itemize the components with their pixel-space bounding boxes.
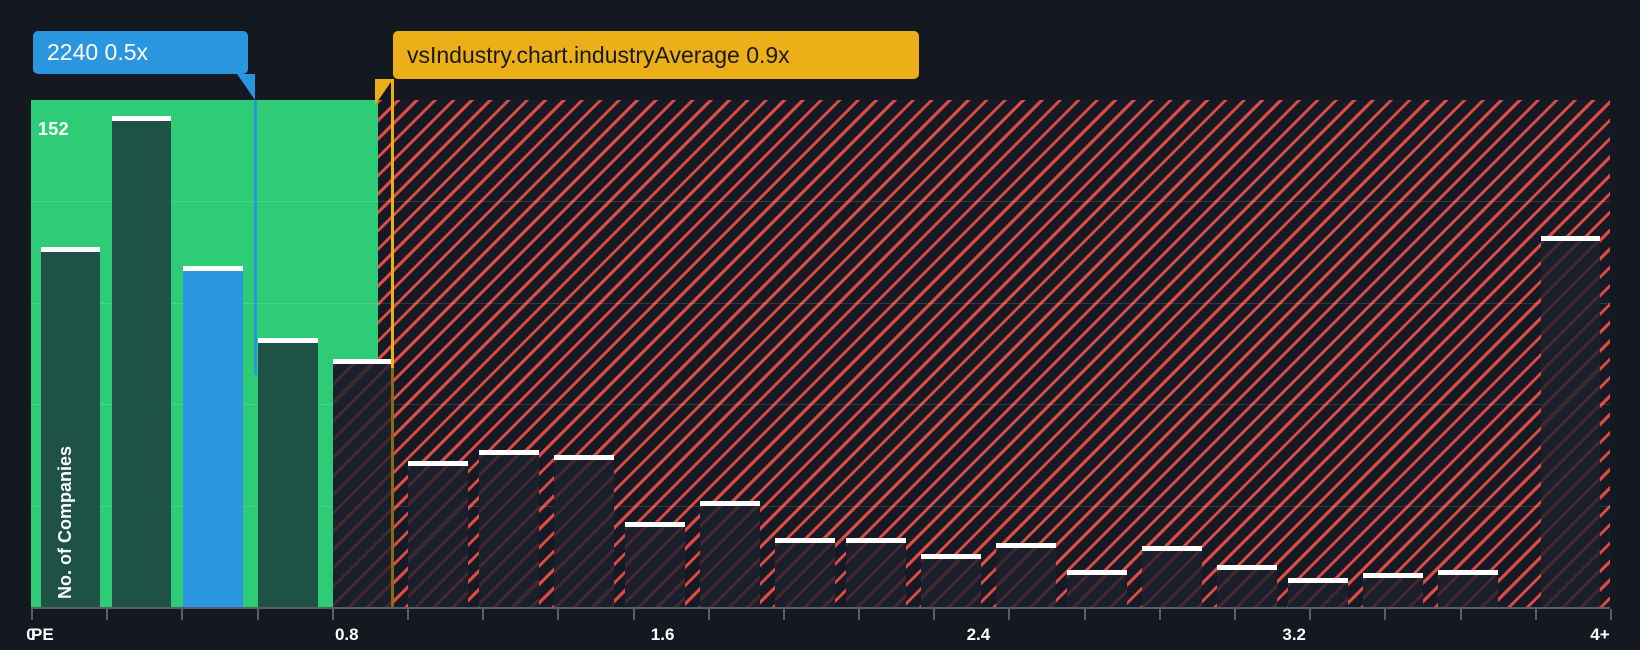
plot-area: No. of Companies	[31, 100, 1610, 607]
gridline	[31, 201, 1610, 203]
x-axis-tick-label: 2.4	[966, 625, 991, 644]
bar[interactable]	[111, 116, 172, 607]
bar[interactable]	[40, 247, 101, 607]
x-axis-tick	[406, 609, 409, 620]
gridline	[31, 404, 1610, 406]
bar-cap	[40, 247, 101, 253]
bar-cap	[1437, 569, 1498, 575]
x-axis-tick-label: 0.8	[334, 625, 359, 644]
bar-cap	[553, 455, 614, 461]
industry-marker-line-upper	[391, 100, 394, 368]
bar[interactable]	[257, 337, 318, 607]
gridline	[31, 302, 1610, 304]
x-axis-tick	[31, 609, 33, 620]
x-axis-tick	[632, 609, 635, 620]
x-axis-tick	[1008, 609, 1011, 620]
x-axis-tick	[331, 609, 334, 620]
bar-cap	[995, 543, 1056, 549]
bar[interactable]	[1287, 577, 1348, 607]
x-axis-tick	[707, 609, 710, 620]
x-axis-tick	[256, 609, 259, 620]
bar-cap	[332, 359, 393, 365]
x-axis-tick	[1234, 609, 1237, 620]
x-axis-tick	[1610, 609, 1612, 620]
y-axis-label-wrap: No. of Companies	[55, 100, 114, 607]
bar[interactable]	[407, 460, 468, 607]
x-axis-tick	[782, 609, 785, 620]
bar[interactable]	[1066, 569, 1127, 607]
company-marker-label: 2240 0.5x	[47, 39, 149, 65]
bar[interactable]	[1141, 545, 1202, 607]
x-axis-tick	[181, 609, 184, 620]
x-axis-tick	[482, 609, 485, 620]
x-axis-tick-label: 0	[26, 625, 36, 644]
x-axis-tick	[1534, 609, 1537, 620]
bar[interactable]	[699, 500, 760, 607]
bar-cap	[624, 521, 685, 527]
x-axis-tick	[1083, 609, 1086, 620]
bar[interactable]	[920, 553, 981, 607]
bar[interactable]	[845, 537, 906, 607]
zone-overvalued	[378, 100, 1610, 607]
bar-cap	[1216, 564, 1277, 570]
bar[interactable]	[1540, 236, 1601, 607]
x-axis-line	[31, 607, 1610, 609]
x-axis-tick-label: 3.2	[1282, 625, 1307, 644]
bar-cap	[182, 265, 243, 271]
bar[interactable]	[1362, 572, 1423, 607]
bar-cap	[699, 500, 760, 506]
industry-marker-callout-tail	[375, 79, 393, 105]
bar[interactable]	[774, 537, 835, 607]
bar-cap	[407, 460, 468, 466]
bar[interactable]	[624, 521, 685, 607]
x-axis-tick	[557, 609, 560, 620]
x-axis-tick	[1459, 609, 1462, 620]
industry-marker-line-lower	[391, 368, 394, 607]
bar-cap	[1362, 572, 1423, 578]
bar-cap	[920, 553, 981, 559]
bar-cap	[111, 116, 172, 122]
company-marker-line	[254, 100, 257, 375]
gridline	[31, 505, 1610, 507]
x-axis-tick	[1384, 609, 1387, 620]
company-marker-callout-tail	[237, 74, 255, 100]
y-axis-label: No. of Companies	[55, 445, 75, 599]
company-marker-callout[interactable]: 2240 0.5x	[33, 31, 248, 74]
industry-marker-label: vsIndustry.chart.industryAverage 0.9x	[407, 41, 790, 68]
x-axis-tick	[106, 609, 109, 620]
bar[interactable]	[182, 265, 243, 607]
bar[interactable]	[478, 449, 539, 607]
bar-cap	[478, 449, 539, 455]
industry-marker-callout[interactable]: vsIndustry.chart.industryAverage 0.9x	[393, 31, 919, 79]
x-axis-tick	[1158, 609, 1161, 620]
y-value-label: 152	[38, 119, 69, 139]
bar-cap	[845, 537, 906, 543]
bar-cap	[257, 337, 318, 343]
bar-cap	[774, 537, 835, 543]
bar[interactable]	[1216, 564, 1277, 607]
x-axis-tick	[933, 609, 936, 620]
bar-cap	[1141, 545, 1202, 551]
bar-cap	[1066, 569, 1127, 575]
bar-cap	[1287, 577, 1348, 583]
bar[interactable]	[995, 543, 1056, 607]
x-axis-prefix-label: PE	[31, 625, 54, 644]
x-axis-tick	[858, 609, 861, 620]
x-axis-tick	[1309, 609, 1312, 620]
x-axis-tick-label: 4+	[1590, 625, 1610, 644]
bar-cap	[1540, 236, 1601, 242]
bar[interactable]	[1437, 569, 1498, 607]
x-axis-tick-label: 1.6	[650, 625, 675, 644]
bar[interactable]	[553, 455, 614, 607]
bar[interactable]	[332, 359, 393, 607]
